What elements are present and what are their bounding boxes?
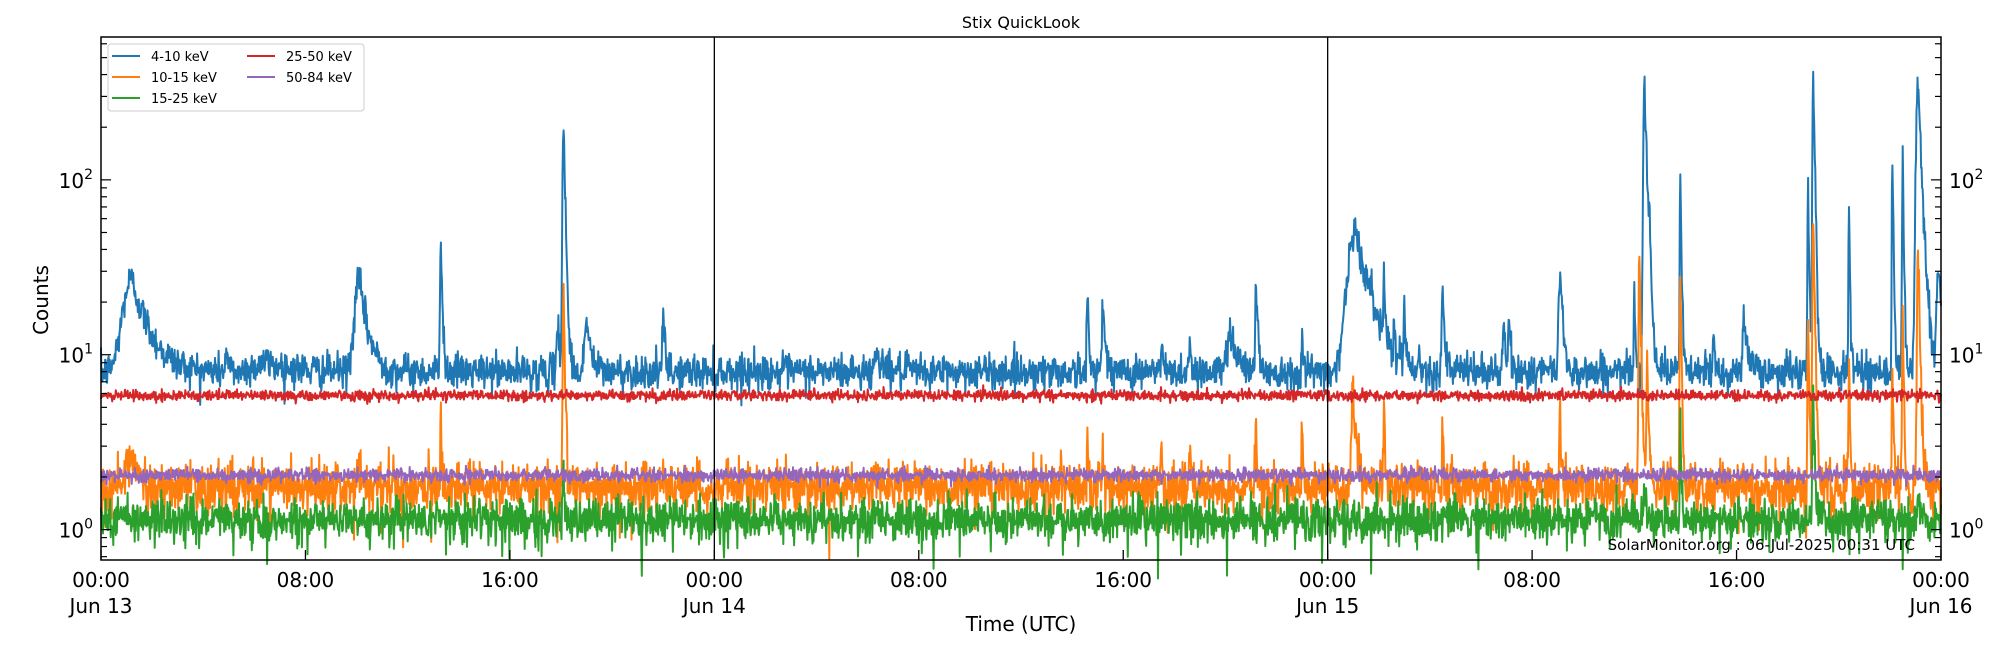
- legend-label: 10-15 keV: [151, 71, 217, 86]
- series-line-25-50-kev: [100, 384, 1942, 405]
- x-tick-label: 00:00: [686, 568, 744, 592]
- x-tick-date: Jun 15: [1294, 594, 1359, 618]
- x-tick-date: Jun 13: [67, 594, 132, 618]
- legend: 4-10 keV 10-15 keV 15-25 keV 25-50 keV 50-84…: [107, 43, 365, 112]
- y-tick-label-right: 101: [1949, 342, 1983, 368]
- y-axis-label: Counts: [29, 265, 53, 335]
- x-tick-label: 08:00: [890, 568, 948, 592]
- y-tick-label-left: 102: [59, 167, 93, 193]
- x-tick-label: 16:00: [1708, 568, 1766, 592]
- y-tick-label-right: 102: [1949, 167, 1983, 193]
- chart-title: Stix QuickLook: [962, 13, 1081, 32]
- y-tick-label-right: 100: [1949, 517, 1983, 543]
- x-tick-label: 08:00: [1503, 568, 1561, 592]
- legend-box: [107, 43, 365, 112]
- legend-label: 25-50 keV: [286, 50, 352, 65]
- x-tick-label: 00:00: [1912, 568, 1970, 592]
- y-tick-label-left: 101: [59, 342, 93, 368]
- x-tick-date: Jun 16: [1907, 594, 1972, 618]
- series-line-10-15-kev: [100, 223, 1942, 560]
- x-tick-label: 08:00: [277, 568, 335, 592]
- series-line-50-84-kev: [100, 464, 1942, 489]
- legend-label: 15-25 keV: [151, 92, 217, 107]
- series-group: [100, 70, 1942, 580]
- legend-label: 4-10 keV: [151, 50, 209, 65]
- series-line-4-10-kev: [100, 70, 1942, 407]
- x-tick-label: 16:00: [481, 568, 539, 592]
- x-tick-label: 16:00: [1094, 568, 1152, 592]
- watermark-text: SolarMonitor.org : 06-Jul-2025 00:31 UTC: [1608, 536, 1915, 554]
- day-boundary-lines: [713, 37, 1329, 560]
- y-tick-label-left: 100: [59, 517, 93, 543]
- x-tick-label: 00:00: [1299, 568, 1357, 592]
- series-line-15-25-kev: [100, 384, 1942, 580]
- legend-label: 50-84 keV: [286, 71, 352, 86]
- x-tick-label: 00:00: [72, 568, 130, 592]
- plot-frame: [100, 36, 1942, 561]
- x-tick-date: Jun 14: [681, 594, 746, 618]
- x-axis-label: Time (UTC): [965, 612, 1077, 636]
